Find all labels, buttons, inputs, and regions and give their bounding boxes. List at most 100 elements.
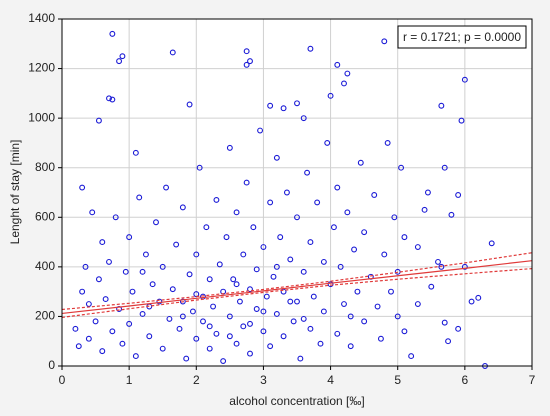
point <box>294 298 300 305</box>
point <box>287 298 294 305</box>
point <box>314 199 321 206</box>
point <box>210 303 217 310</box>
point <box>357 159 364 166</box>
point <box>354 288 361 295</box>
point <box>260 244 267 250</box>
point <box>300 115 307 122</box>
y-tick-label: 600 <box>35 209 55 223</box>
point <box>280 288 287 295</box>
point <box>223 234 230 241</box>
point <box>243 48 250 55</box>
point <box>109 328 116 335</box>
point <box>169 286 176 293</box>
point <box>341 301 347 307</box>
point <box>139 268 146 275</box>
point <box>300 268 307 275</box>
point <box>441 164 448 171</box>
point <box>320 258 327 265</box>
point <box>455 325 462 332</box>
point <box>126 320 133 327</box>
point <box>213 330 220 337</box>
point <box>206 345 213 352</box>
point <box>112 214 119 221</box>
x-tick-label: 0 <box>59 373 66 387</box>
point <box>176 325 183 332</box>
point <box>347 343 354 350</box>
point <box>320 308 327 315</box>
point <box>401 234 408 241</box>
point <box>146 333 153 340</box>
point <box>381 38 388 45</box>
point <box>290 318 297 325</box>
point <box>89 209 96 216</box>
x-tick-label: 3 <box>260 373 267 387</box>
x-tick-label: 7 <box>529 373 536 387</box>
point <box>240 251 247 258</box>
fit-line <box>61 260 533 315</box>
point <box>179 298 186 305</box>
annotation: r = 0.1721; p = 0.0000 <box>403 30 521 44</box>
confidence-lower <box>61 267 533 319</box>
point <box>129 288 136 295</box>
point <box>344 70 351 77</box>
point <box>283 189 290 196</box>
point <box>391 214 398 221</box>
x-tick-label: 2 <box>193 373 200 387</box>
point <box>438 102 445 109</box>
point <box>270 273 277 280</box>
point <box>119 340 126 347</box>
point <box>236 298 243 305</box>
point <box>377 335 384 342</box>
point <box>347 313 354 320</box>
point <box>458 117 465 124</box>
point <box>203 224 210 231</box>
point <box>448 211 455 218</box>
point <box>263 293 270 300</box>
point <box>438 263 445 270</box>
point <box>102 296 109 303</box>
point <box>166 315 173 322</box>
point <box>341 80 347 87</box>
point <box>183 355 190 362</box>
point <box>260 328 267 335</box>
point <box>280 105 287 112</box>
point <box>85 335 92 342</box>
y-tick-label: 0 <box>48 358 55 372</box>
point <box>267 199 274 206</box>
point <box>424 189 431 196</box>
point <box>132 149 139 156</box>
point <box>414 244 421 250</box>
point <box>361 318 368 325</box>
point <box>226 333 233 340</box>
point <box>159 345 166 352</box>
point <box>247 350 253 357</box>
point <box>468 298 475 305</box>
point <box>247 58 253 65</box>
y-tick-label: 1000 <box>28 110 55 124</box>
point <box>173 241 180 248</box>
point <box>139 311 146 317</box>
point <box>441 319 448 326</box>
point <box>116 58 123 65</box>
point <box>226 144 233 151</box>
point <box>381 251 388 258</box>
x-tick-label: 1 <box>126 373 133 387</box>
point <box>132 353 139 360</box>
point <box>317 340 324 347</box>
point <box>233 281 240 288</box>
point <box>79 288 86 295</box>
point <box>106 258 112 265</box>
point <box>461 263 468 270</box>
y-tick-label: 800 <box>35 160 55 174</box>
point <box>294 100 300 107</box>
point <box>300 315 307 322</box>
point <box>307 239 314 246</box>
y-tick-label: 200 <box>35 309 55 323</box>
point <box>122 268 129 275</box>
point <box>193 335 200 342</box>
point <box>273 263 280 270</box>
x-tick-label: 4 <box>327 373 334 387</box>
point <box>99 348 106 355</box>
point <box>461 76 468 83</box>
